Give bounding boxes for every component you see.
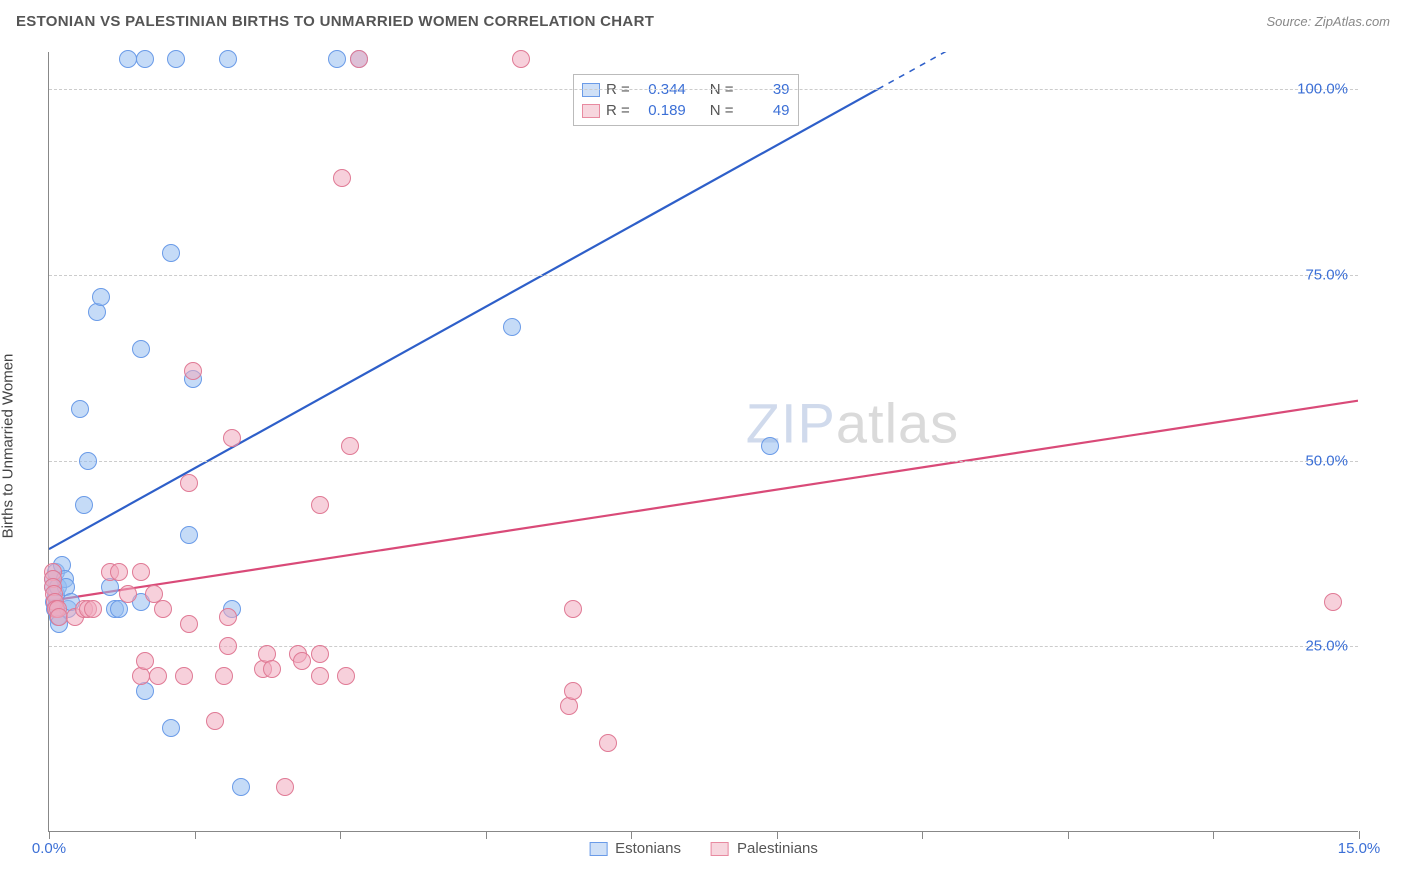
r-value: 0.189 — [636, 102, 686, 119]
data-point — [162, 719, 180, 737]
data-point — [311, 496, 329, 514]
legend-swatch — [589, 842, 607, 856]
gridline — [49, 646, 1358, 647]
x-tick-mark — [49, 831, 50, 839]
data-point — [119, 585, 137, 603]
data-point — [180, 526, 198, 544]
data-point — [564, 682, 582, 700]
legend-label: Palestinians — [737, 840, 818, 857]
x-tick-mark — [1068, 831, 1069, 839]
data-point — [341, 437, 359, 455]
y-axis-label: Births to Unmarried Women — [0, 354, 17, 539]
data-point — [167, 50, 185, 68]
source-attribution: Source: ZipAtlas.com — [1266, 14, 1390, 29]
x-tick-mark — [486, 831, 487, 839]
data-point — [219, 637, 237, 655]
x-tick-mark — [922, 831, 923, 839]
data-point — [503, 318, 521, 336]
data-point — [162, 244, 180, 262]
data-point — [512, 50, 530, 68]
chart-title: ESTONIAN VS PALESTINIAN BIRTHS TO UNMARR… — [16, 13, 654, 30]
data-point — [311, 645, 329, 663]
data-point — [219, 50, 237, 68]
data-point — [232, 778, 250, 796]
stats-row: R = 0.189 N = 49 — [582, 100, 790, 121]
gridline — [49, 89, 1358, 90]
data-point — [223, 429, 241, 447]
data-point — [154, 600, 172, 618]
gridline — [49, 461, 1358, 462]
data-point — [84, 600, 102, 618]
data-point — [263, 660, 281, 678]
data-point — [599, 734, 617, 752]
watermark-atlas: atlas — [836, 392, 959, 455]
data-point — [75, 496, 93, 514]
scatter-plot-area: ZIPatlas R =0.344N =39R =0.189N =49 Esto… — [48, 52, 1358, 832]
legend-item: Estonians — [589, 840, 681, 857]
data-point — [1324, 593, 1342, 611]
y-tick-label: 75.0% — [1305, 266, 1348, 283]
x-tick-mark — [340, 831, 341, 839]
data-point — [293, 652, 311, 670]
data-point — [311, 667, 329, 685]
gridline — [49, 275, 1358, 276]
data-point — [180, 474, 198, 492]
data-point — [180, 615, 198, 633]
legend-swatch — [711, 842, 729, 856]
y-tick-label: 100.0% — [1297, 81, 1348, 98]
data-point — [219, 608, 237, 626]
data-point — [110, 563, 128, 581]
data-point — [350, 50, 368, 68]
data-point — [149, 667, 167, 685]
x-tick-label: 15.0% — [1338, 840, 1381, 857]
n-label: N = — [710, 102, 734, 119]
data-point — [333, 169, 351, 187]
data-point — [215, 667, 233, 685]
n-value: 49 — [740, 102, 790, 119]
data-point — [328, 50, 346, 68]
x-tick-label: 0.0% — [32, 840, 66, 857]
data-point — [206, 712, 224, 730]
x-tick-mark — [1213, 831, 1214, 839]
data-point — [136, 50, 154, 68]
y-tick-label: 50.0% — [1305, 452, 1348, 469]
x-tick-mark — [631, 831, 632, 839]
data-point — [71, 400, 89, 418]
data-point — [337, 667, 355, 685]
data-point — [175, 667, 193, 685]
data-point — [761, 437, 779, 455]
data-point — [92, 288, 110, 306]
x-tick-mark — [1359, 831, 1360, 839]
data-point — [79, 452, 97, 470]
x-tick-mark — [777, 831, 778, 839]
data-point — [276, 778, 294, 796]
legend-label: Estonians — [615, 840, 681, 857]
watermark-zip: ZIP — [746, 392, 836, 455]
data-point — [119, 50, 137, 68]
r-label: R = — [606, 102, 630, 119]
data-point — [132, 563, 150, 581]
legend-swatch — [582, 104, 600, 118]
data-point — [132, 340, 150, 358]
series-legend: Estonians Palestinians — [589, 840, 818, 857]
data-point — [136, 652, 154, 670]
trendlines-layer — [49, 52, 1358, 831]
data-point — [564, 600, 582, 618]
data-point — [184, 362, 202, 380]
correlation-stats-box: R =0.344N =39R =0.189N =49 — [573, 74, 799, 126]
x-tick-mark — [195, 831, 196, 839]
y-tick-label: 25.0% — [1305, 638, 1348, 655]
legend-item: Palestinians — [711, 840, 818, 857]
